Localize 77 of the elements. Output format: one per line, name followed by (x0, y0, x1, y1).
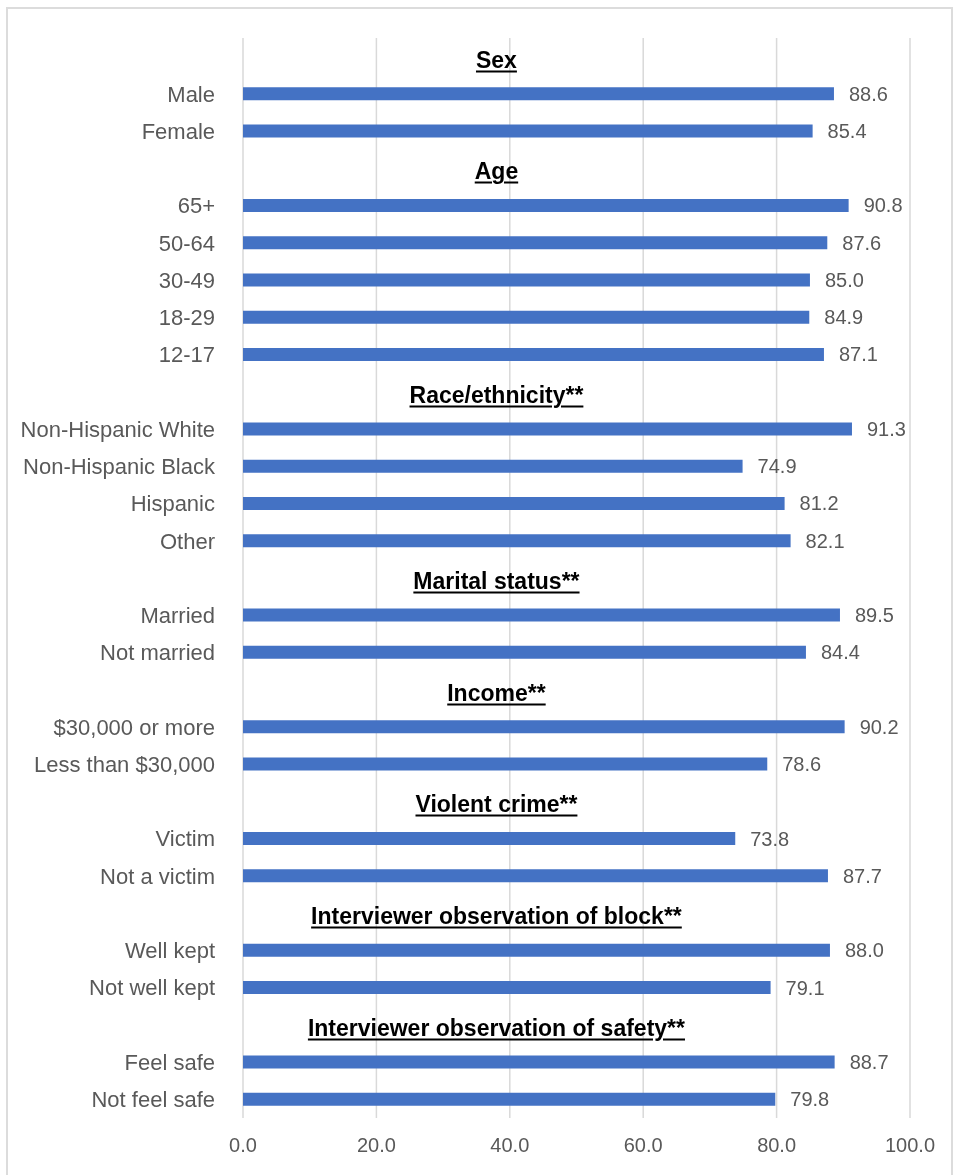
data-label: 91.3 (866, 417, 906, 440)
x-tick-label: 80.0 (757, 1134, 797, 1157)
bar (243, 1092, 776, 1106)
y-tick-label: Other (159, 528, 215, 554)
data-label: 73.8 (750, 827, 790, 850)
y-tick-label: 30-49 (158, 267, 215, 293)
y-tick-label: Well kept (124, 938, 215, 964)
annotation: Race/ethnicity** (409, 381, 584, 408)
bar (243, 645, 806, 659)
bar (243, 832, 736, 846)
bar (243, 757, 768, 771)
bar (243, 124, 813, 138)
data-label: 88.7 (849, 1051, 889, 1074)
y-tick-label: 12-17 (158, 342, 215, 368)
data-label: 88.0 (844, 939, 884, 962)
data-label: 88.6 (848, 82, 888, 105)
data-label: 79.8 (790, 1088, 830, 1111)
y-tick-label: Married (140, 603, 215, 629)
data-label: 84.9 (824, 306, 864, 329)
y-tick-label: Less than $30,000 (33, 752, 215, 778)
x-tick-label: 0.0 (229, 1134, 257, 1157)
y-tick-label: Non-Hispanic Black (23, 454, 216, 480)
bar (243, 608, 840, 622)
y-tick-label: Female (141, 118, 215, 144)
y-tick-label: Not a victim (100, 863, 215, 889)
data-label: 87.6 (842, 231, 882, 254)
y-tick-label: $30,000 or more (53, 714, 215, 740)
y-tick-label: Male (167, 81, 215, 107)
bar (243, 198, 849, 212)
annotation: Interviewer observation of safety** (307, 1014, 685, 1041)
y-tick-label: Hispanic (130, 491, 215, 517)
y-tick-label: Not well kept (89, 975, 215, 1001)
bar (243, 87, 834, 101)
data-label: 87.7 (842, 864, 882, 887)
x-tick-label: 20.0 (356, 1134, 396, 1157)
data-label: 85.4 (827, 119, 867, 142)
bar (243, 534, 791, 548)
y-tick-label: 65+ (177, 193, 215, 219)
y-tick-label: Feel safe (124, 1049, 215, 1075)
data-label: 89.5 (854, 604, 894, 627)
annotation: Violent crime** (415, 790, 578, 817)
bar (243, 1055, 835, 1069)
y-tick-label: 18-29 (158, 305, 215, 331)
bar (243, 310, 810, 324)
data-label: 74.9 (757, 455, 797, 478)
data-label: 79.1 (785, 976, 825, 999)
bar (243, 236, 828, 250)
data-label: 90.2 (859, 715, 899, 738)
bar (243, 273, 810, 287)
bar (243, 496, 785, 510)
annotation: Age (474, 157, 519, 184)
data-label: 84.4 (820, 641, 860, 664)
bar (243, 347, 824, 361)
annotation: Income** (447, 679, 546, 706)
y-tick-label: Not feel safe (91, 1087, 215, 1113)
data-label: 87.1 (838, 343, 878, 366)
x-tick-label: 60.0 (623, 1134, 663, 1157)
y-tick-label: Not married (100, 640, 215, 666)
annotation: Marital status** (413, 567, 580, 594)
bar (243, 720, 845, 734)
bar (243, 943, 830, 957)
y-tick-label: 50-64 (158, 230, 215, 256)
x-tick-label: 100.0 (884, 1134, 936, 1157)
y-tick-label: Non-Hispanic White (20, 416, 215, 442)
data-label: 78.6 (782, 753, 822, 776)
data-label: 81.2 (799, 492, 839, 515)
x-tick-label: 40.0 (490, 1134, 530, 1157)
annotation: Interviewer observation of block** (311, 902, 682, 929)
data-label: 82.1 (805, 529, 845, 552)
y-tick-label: Victim (155, 826, 215, 852)
bar (243, 981, 771, 995)
bar (243, 459, 743, 473)
data-label: 85.0 (824, 268, 864, 291)
data-label: 90.8 (863, 194, 903, 217)
annotation: Sex (475, 46, 517, 73)
bar (243, 422, 852, 436)
bar (243, 869, 828, 883)
